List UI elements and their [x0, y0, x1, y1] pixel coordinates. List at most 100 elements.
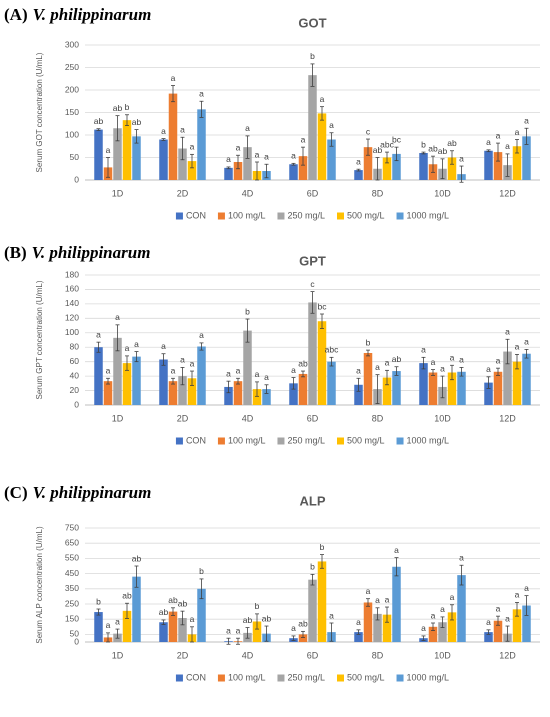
x-tick-label: 2D — [177, 650, 189, 660]
legend: CON 100 mg/L 250 mg/L 500 mg/L 1000 mg/L — [175, 210, 450, 220]
bar — [187, 161, 197, 180]
y-tick-label: 100 — [65, 129, 79, 139]
x-tick-label: 8D — [372, 413, 384, 423]
y-tick-label: 140 — [65, 298, 79, 308]
significance-label: a — [180, 355, 185, 365]
y-tick-label: 750 — [65, 522, 79, 532]
y-tick-label: 40 — [70, 370, 80, 380]
legend-swatch — [217, 437, 225, 445]
panel-label: (A) — [4, 5, 28, 24]
significance-label: a — [356, 156, 361, 166]
significance-label: a — [356, 617, 361, 627]
y-tick-label: 350 — [65, 583, 79, 593]
significance-label: a — [161, 341, 166, 351]
bar — [512, 609, 522, 642]
bar — [428, 372, 438, 405]
bar — [457, 371, 466, 405]
y-tick-label: 180 — [65, 269, 79, 279]
significance-label: abc — [325, 345, 339, 355]
significance-label: a — [524, 583, 529, 593]
significance-label: ab — [373, 145, 383, 155]
y-tick-label: 50 — [70, 152, 80, 162]
bar — [493, 152, 503, 180]
organism: V. philippinarum — [33, 483, 152, 502]
bar — [122, 610, 132, 642]
bar — [382, 157, 392, 180]
significance-label: a — [171, 73, 176, 83]
legend-label: 1000 mg/L — [407, 210, 450, 220]
bar — [512, 146, 522, 180]
bar — [298, 634, 308, 642]
significance-label: a — [375, 362, 380, 372]
bar — [289, 383, 298, 405]
legend-label: 500 mg/L — [347, 210, 385, 220]
bar — [122, 363, 132, 405]
bar — [197, 588, 206, 642]
y-tick-label: 20 — [70, 385, 80, 395]
significance-label: a — [431, 357, 436, 367]
significance-label: a — [255, 149, 260, 159]
legend-swatch — [396, 674, 404, 682]
x-tick-label: 4D — [242, 188, 254, 198]
bar — [392, 371, 401, 405]
legend-label: 250 mg/L — [287, 672, 325, 682]
legend-swatch — [396, 437, 404, 445]
x-tick-label: 6D — [307, 650, 319, 660]
legend-label: CON — [186, 435, 206, 445]
bar — [94, 612, 103, 642]
legend-label: 100 mg/L — [228, 672, 266, 682]
bar — [522, 136, 531, 180]
y-axis-label: Serum ALP concentration (U/mL) — [35, 526, 44, 644]
legend-swatch — [277, 437, 285, 445]
bar — [392, 566, 401, 642]
significance-label: a — [190, 142, 195, 152]
significance-label: a — [264, 152, 269, 162]
significance-label: a — [375, 595, 380, 605]
significance-label: abc — [380, 139, 394, 149]
bar — [289, 164, 298, 180]
bar — [113, 128, 122, 180]
x-tick-label: 10D — [434, 650, 451, 660]
significance-label: ab — [132, 553, 142, 563]
x-tick-label: 8D — [372, 650, 384, 660]
significance-label: a — [486, 364, 491, 374]
legend-label: 1000 mg/L — [407, 435, 450, 445]
x-tick-label: 10D — [434, 188, 451, 198]
legend-swatch — [175, 212, 183, 220]
bar — [159, 359, 168, 405]
significance-label: a — [161, 126, 166, 136]
significance-label: a — [329, 610, 334, 620]
bar — [243, 147, 252, 180]
significance-label: a — [450, 592, 455, 602]
significance-label: b — [255, 601, 260, 611]
significance-label: a — [115, 616, 120, 626]
bar — [159, 622, 168, 642]
significance-label: b — [320, 542, 325, 552]
legend-label: 100 mg/L — [228, 210, 266, 220]
bar — [103, 381, 113, 405]
bar — [484, 150, 493, 180]
significance-label: ab — [298, 358, 308, 368]
significance-label: a — [236, 366, 241, 376]
legend-label: 500 mg/L — [347, 435, 385, 445]
significance-label: a — [486, 617, 491, 627]
panel-label: (B) — [4, 243, 27, 262]
significance-label: a — [505, 141, 510, 151]
significance-label: a — [320, 94, 325, 104]
chart-title: GOT — [298, 15, 326, 30]
y-tick-label: 250 — [65, 62, 79, 72]
bar — [132, 576, 141, 642]
legend-swatch — [217, 674, 225, 682]
significance-label: bc — [318, 301, 328, 311]
significance-label: a — [134, 339, 139, 349]
y-tick-label: 60 — [70, 356, 80, 366]
bar — [168, 93, 178, 180]
significance-label: c — [366, 126, 371, 136]
significance-label: a — [459, 552, 464, 562]
chart-title: ALP — [300, 493, 326, 508]
significance-label: a — [291, 365, 296, 375]
significance-label: b — [199, 566, 204, 576]
significance-label: ab — [262, 613, 272, 623]
bar — [317, 113, 327, 180]
y-tick-label: 100 — [65, 327, 79, 337]
